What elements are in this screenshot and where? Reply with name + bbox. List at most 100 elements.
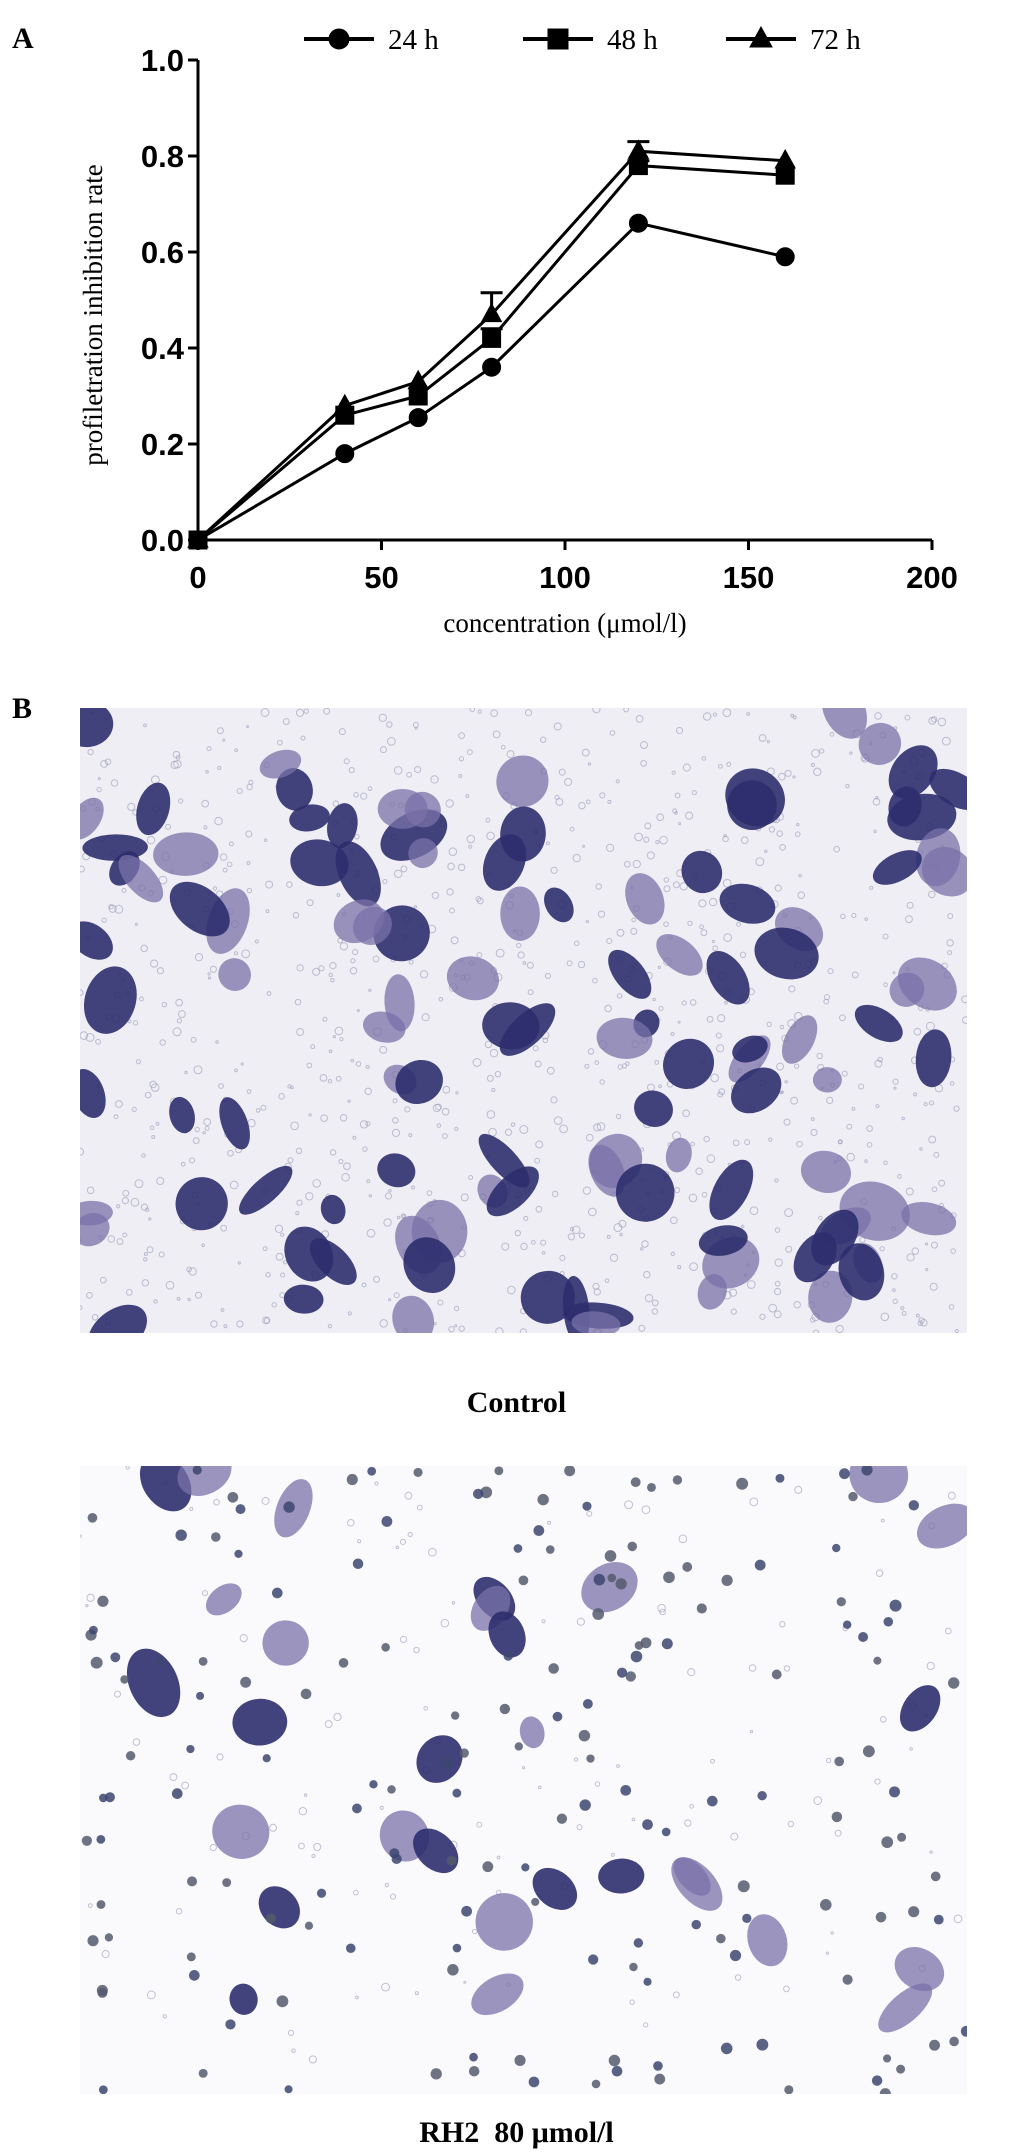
- debris-dot: [318, 965, 325, 972]
- debris-dot: [414, 1991, 419, 1996]
- debris-dot: [689, 999, 697, 1006]
- pore: [499, 1703, 511, 1715]
- pore: [630, 1477, 641, 1488]
- debris-dot: [851, 971, 859, 979]
- debris-dot: [584, 1063, 590, 1069]
- legend-item: 24 h: [304, 24, 439, 56]
- pore: [582, 1501, 592, 1511]
- debris-dot: [494, 1070, 502, 1078]
- debris-dot: [373, 1275, 381, 1283]
- stained-cell: [392, 1295, 435, 1333]
- pore: [125, 1751, 136, 1761]
- debris-dot: [904, 915, 913, 924]
- debris-dot: [145, 1207, 150, 1212]
- pore: [889, 1786, 901, 1798]
- debris-dot: [656, 813, 664, 822]
- debris-dot: [466, 834, 476, 844]
- debris-dot: [689, 1262, 699, 1272]
- debris-dot: [194, 1126, 200, 1133]
- stained-cell: [732, 1035, 768, 1063]
- debris-dot: [827, 968, 834, 975]
- debris-dot: [768, 1303, 778, 1313]
- debris-dot: [541, 1619, 546, 1624]
- debris-dot: [893, 1086, 897, 1090]
- debris-dot: [246, 783, 253, 791]
- debris-dot: [391, 1128, 401, 1137]
- debris-dot: [630, 927, 638, 935]
- debris-dot: [116, 1204, 121, 1209]
- debris-dot: [393, 766, 403, 775]
- debris-dot: [826, 1096, 834, 1105]
- debris-dot: [539, 736, 547, 743]
- pore: [461, 1905, 473, 1917]
- debris-dot: [944, 1627, 952, 1635]
- stained-cell: [731, 1067, 782, 1114]
- debris-dot: [176, 1296, 181, 1301]
- debris-dot: [779, 1024, 785, 1030]
- debris-dot: [446, 888, 454, 896]
- debris-dot: [698, 899, 707, 908]
- pore: [345, 1943, 356, 1954]
- debris-dot: [132, 1020, 139, 1026]
- pore: [192, 1466, 202, 1475]
- debris-dot: [646, 851, 655, 860]
- debris-dot: [350, 958, 356, 964]
- debris-dot: [153, 1299, 158, 1304]
- stained-cell: [408, 838, 438, 868]
- stained-cell: [608, 949, 652, 999]
- pore: [89, 1625, 98, 1635]
- pore: [629, 1962, 638, 1972]
- debris-dot: [670, 1216, 678, 1225]
- stained-cell: [615, 1163, 675, 1222]
- debris-dot: [477, 709, 482, 714]
- debris-dot: [716, 1044, 725, 1053]
- debris-dot: [80, 1305, 83, 1310]
- debris-dot: [384, 1192, 393, 1200]
- debris-dot: [246, 887, 253, 894]
- pore: [186, 1952, 196, 1962]
- debris-dot: [389, 1893, 397, 1900]
- pore: [643, 1977, 652, 1986]
- debris-dot: [635, 714, 644, 723]
- debris-dot: [410, 1185, 416, 1190]
- debris-dot: [523, 1215, 529, 1221]
- debris-dot: [674, 811, 678, 815]
- debris-dot: [913, 1092, 918, 1097]
- debris-dot: [254, 939, 259, 944]
- stained-cell: [80, 1069, 106, 1118]
- debris-dot: [295, 708, 305, 718]
- debris-dot: [953, 1914, 963, 1924]
- debris-dot: [521, 1766, 526, 1770]
- debris-dot: [818, 1215, 823, 1221]
- debris-dot: [567, 1233, 576, 1241]
- pore: [883, 1616, 894, 1627]
- debris-dot: [122, 1189, 130, 1197]
- debris-dot: [582, 844, 586, 848]
- debris-dot: [383, 1218, 392, 1227]
- pore: [654, 2073, 666, 2085]
- debris-dot: [764, 849, 768, 853]
- stained-cell: [812, 1067, 842, 1093]
- pore: [862, 1745, 875, 1758]
- pore: [533, 1525, 545, 1536]
- pore: [836, 1597, 846, 1607]
- pore: [720, 2042, 733, 2055]
- debris-dot: [875, 1569, 884, 1577]
- debris-dot: [882, 933, 889, 940]
- pore: [881, 1836, 894, 1849]
- debris-dot: [788, 985, 796, 993]
- stained-cell: [471, 1973, 524, 2016]
- debris-dot: [329, 962, 337, 970]
- debris-dot: [246, 725, 250, 729]
- debris-dot: [216, 727, 224, 735]
- debris-dot: [291, 2048, 296, 2053]
- debris-dot: [172, 750, 181, 759]
- debris-dot: [514, 1230, 521, 1237]
- debris-dot: [609, 1253, 619, 1262]
- pore: [564, 1466, 576, 1477]
- debris-dot: [348, 767, 355, 774]
- pore: [338, 1658, 349, 1668]
- debris-dot: [564, 777, 573, 787]
- debris-dot: [353, 792, 359, 798]
- debris-dot: [450, 936, 459, 945]
